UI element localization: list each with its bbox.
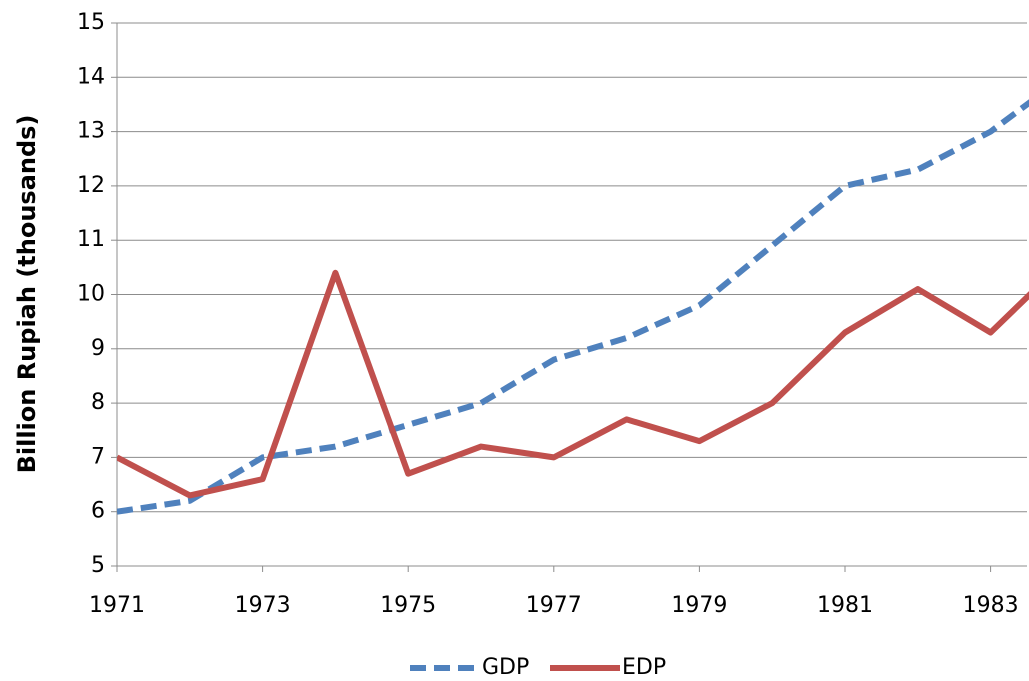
y-tick-label: 14	[77, 64, 105, 89]
series-line	[117, 269, 1029, 499]
series-line	[117, 99, 1029, 515]
x-tick-label: 1981	[817, 593, 873, 618]
y-tick-label: 12	[77, 173, 105, 198]
y-tick-label: 9	[91, 336, 105, 361]
y-tick-label: 13	[77, 119, 105, 144]
y-tick-label: 5	[91, 553, 105, 578]
x-tick-label: 1977	[526, 593, 582, 618]
x-tick-label: 1979	[671, 593, 727, 618]
y-tick-label: 10	[77, 282, 105, 307]
x-tick-label: 1975	[380, 593, 436, 618]
legend-label: GDP	[482, 655, 529, 680]
x-tick-label: 1971	[89, 593, 145, 618]
y-tick-label: 7	[91, 444, 105, 469]
y-tick-label: 11	[77, 227, 105, 252]
legend-label: EDP	[622, 655, 666, 680]
y-tick-label: 8	[91, 390, 105, 415]
x-tick-label: 1973	[235, 593, 291, 618]
plot-area	[117, 99, 1029, 515]
y-tick-label: 6	[91, 499, 105, 524]
y-axis-label: Billion Rupiah (thousands)	[13, 115, 41, 474]
x-tick-label: 1983	[963, 593, 1019, 618]
y-tick-label: 15	[77, 10, 105, 35]
